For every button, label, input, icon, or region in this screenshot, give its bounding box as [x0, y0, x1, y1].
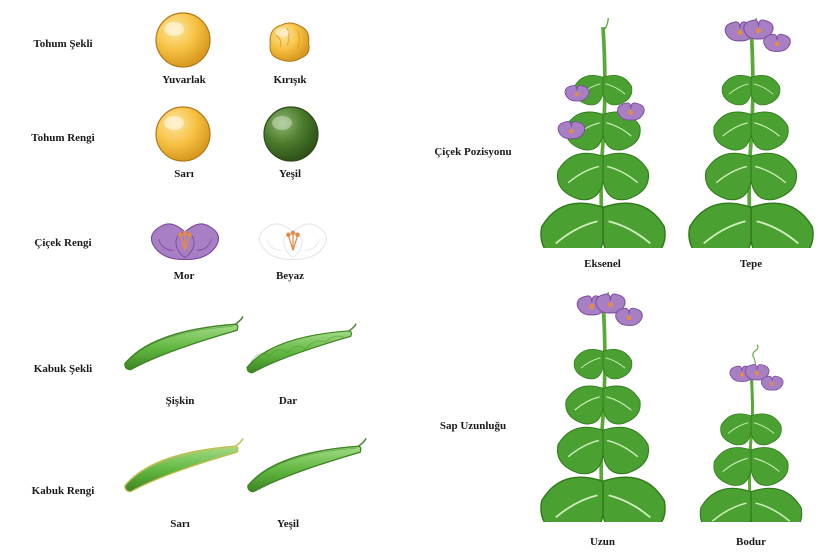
row-label: Çiçek Rengi: [8, 237, 118, 249]
caption: Beyaz: [238, 270, 342, 282]
illustration-seed_round: [153, 10, 213, 70]
row-label: Çiçek Pozisyonu: [418, 146, 528, 158]
caption: Sarı: [125, 518, 235, 530]
row-label: Kabuk Rengi: [8, 485, 118, 497]
caption: Mor: [129, 270, 239, 282]
illustration-seed_green: [261, 104, 321, 164]
caption: Eksenel: [545, 258, 660, 270]
caption: Dar: [236, 395, 340, 407]
illustration-pod_inflated: [115, 310, 245, 380]
illustration-pod_constricted: [238, 320, 358, 380]
caption: Tepe: [696, 258, 806, 270]
pea-traits-diagram: { "colors": { "seed_yellow": "#f7c244", …: [0, 0, 825, 557]
caption: Yeşil: [238, 168, 342, 180]
row-label: Kabuk Şekli: [8, 363, 118, 375]
row-label: Tohum Rengi: [8, 132, 118, 144]
caption: Bodur: [696, 536, 806, 548]
illustration-plant_dwarf: [686, 340, 816, 522]
illustration-seed_wrinkled: [263, 18, 315, 64]
row-label: Tohum Şekli: [8, 38, 118, 50]
caption: Uzun: [545, 536, 660, 548]
illustration-plant_terminal: [686, 18, 816, 248]
caption: Şişkin: [125, 395, 235, 407]
illustration-seed_yellow: [153, 104, 213, 164]
illustration-pod_green: [238, 432, 368, 502]
caption: Yuvarlak: [129, 74, 239, 86]
illustration-pod_yellow: [115, 432, 245, 502]
caption: Sarı: [129, 168, 239, 180]
caption: Kırışık: [238, 74, 342, 86]
caption: Yeşil: [236, 518, 340, 530]
illustration-plant_axial: [538, 18, 668, 248]
illustration-flower_white: [252, 210, 334, 265]
illustration-flower_purple: [144, 210, 226, 265]
row-label: Sap Uzunluğu: [418, 420, 528, 432]
illustration-plant_tall: [538, 292, 668, 522]
